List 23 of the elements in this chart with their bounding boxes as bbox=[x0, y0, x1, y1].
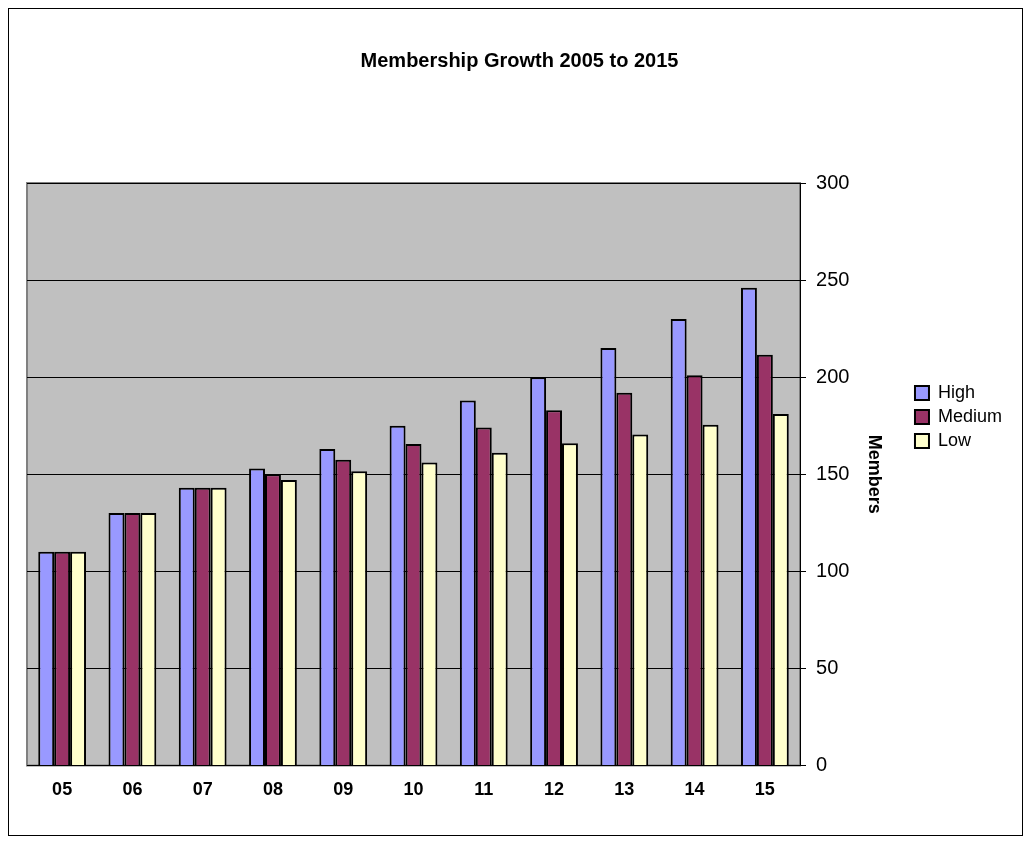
chart-title: Membership Growth 2005 to 2015 bbox=[360, 48, 679, 71]
x-tick-label: 05 bbox=[52, 779, 73, 800]
y-axis-title: Members bbox=[865, 434, 886, 514]
x-tick-label: 12 bbox=[544, 779, 565, 800]
x-tick-label: 09 bbox=[333, 779, 354, 800]
legend-label: Low bbox=[937, 429, 972, 450]
x-tick-label: 13 bbox=[614, 779, 635, 800]
x-tick-label: 14 bbox=[684, 779, 705, 800]
x-tick-label: 10 bbox=[403, 779, 424, 800]
x-tick-label: 11 bbox=[474, 779, 494, 800]
y-tick-label: 100 bbox=[816, 558, 850, 581]
x-tick-label: 06 bbox=[122, 779, 143, 800]
legend-label: Medium bbox=[937, 405, 1003, 426]
y-tick-label: 200 bbox=[816, 364, 850, 387]
legend-label: High bbox=[937, 381, 976, 402]
y-tick-label: 250 bbox=[816, 267, 850, 290]
x-tick-label: 07 bbox=[192, 779, 213, 800]
x-tick-label: 15 bbox=[754, 779, 775, 800]
y-tick-label: 0 bbox=[816, 752, 828, 775]
y-tick-label: 50 bbox=[816, 655, 839, 678]
y-tick-label: 150 bbox=[816, 461, 850, 484]
x-tick-label: 08 bbox=[262, 779, 283, 800]
y-tick-label: 300 bbox=[816, 170, 850, 193]
